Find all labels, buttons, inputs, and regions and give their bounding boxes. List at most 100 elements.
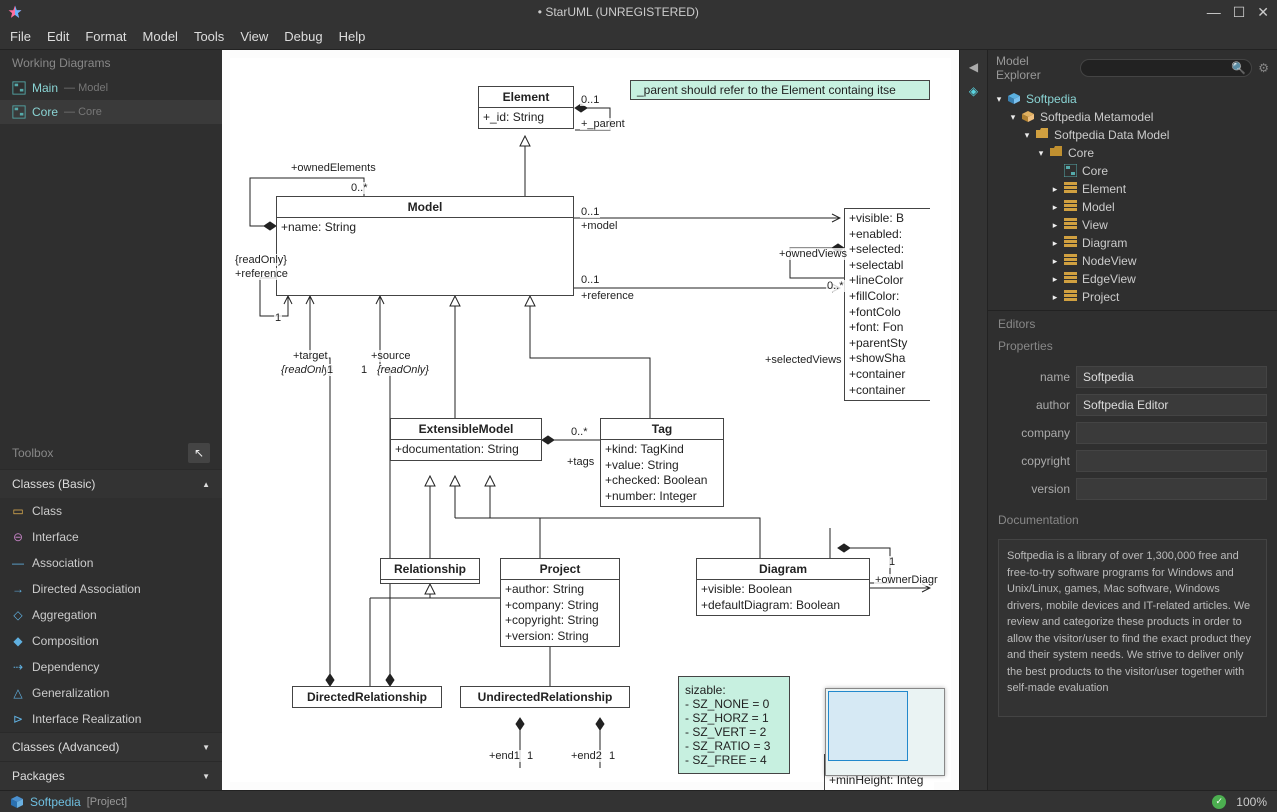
tree-twisty-icon[interactable]: ▸ xyxy=(1050,184,1060,195)
tool-item[interactable]: ▭Class xyxy=(0,498,222,524)
tool-item[interactable]: —Association xyxy=(0,550,222,576)
tree-twisty-icon[interactable]: ▸ xyxy=(1050,274,1060,285)
status-crumb-project[interactable]: Softpedia xyxy=(30,795,81,809)
uml-class-directed-relationship[interactable]: DirectedRelationship xyxy=(292,686,442,708)
tool-icon: ▭ xyxy=(12,504,24,518)
uml-label: +selectedViews xyxy=(764,354,843,366)
menu-format[interactable]: Format xyxy=(85,29,126,44)
menu-view[interactable]: View xyxy=(240,29,268,44)
property-value-input[interactable] xyxy=(1076,422,1267,444)
property-value-input[interactable] xyxy=(1076,394,1267,416)
minimize-button[interactable]: ― xyxy=(1207,5,1221,19)
explorer-settings-button[interactable]: ⚙ xyxy=(1258,61,1269,75)
tree-item[interactable]: ▸Project xyxy=(994,288,1271,306)
tree-twisty-icon[interactable]: ▾ xyxy=(994,94,1004,105)
uml-title: Relationship xyxy=(381,559,479,579)
uml-class-element[interactable]: Element +_id: String xyxy=(478,86,574,129)
tool-item[interactable]: → Directed Association xyxy=(0,576,222,602)
tool-item[interactable]: ⇢Dependency xyxy=(0,654,222,680)
tool-section-label: Packages xyxy=(12,769,65,783)
uml-label: {readOnly} xyxy=(234,254,288,266)
uml-mult: 1 xyxy=(608,750,616,762)
tree-item[interactable]: ▸EdgeView xyxy=(994,270,1271,288)
documentation-text[interactable]: Softpedia is a library of over 1,300,000… xyxy=(998,539,1267,717)
tree-twisty-icon[interactable]: ▸ xyxy=(1050,220,1060,231)
wd-suffix: — Model xyxy=(64,82,108,94)
tool-section-classes-basic[interactable]: Classes (Basic) ▲ xyxy=(0,469,222,498)
tree-item[interactable]: ▾ Softpedia Data Model xyxy=(994,126,1271,144)
tree-item[interactable]: ▸NodeView xyxy=(994,252,1271,270)
uml-class-diagram[interactable]: Diagram +visible: Boolean +defaultDiagra… xyxy=(696,558,870,616)
tool-label: Composition xyxy=(32,634,99,648)
tool-item[interactable]: ⊖Interface xyxy=(0,524,222,550)
tool-label: Directed Association xyxy=(32,582,141,596)
working-diagram-main[interactable]: Main — Model xyxy=(0,76,222,100)
uml-class-undirected-relationship[interactable]: UndirectedRelationship xyxy=(460,686,630,708)
tree-item[interactable]: ▸Model xyxy=(994,198,1271,216)
tree-label: Softpedia Data Model xyxy=(1054,128,1169,142)
close-button[interactable]: ✕ xyxy=(1257,5,1269,19)
tool-item[interactable]: ⊳Interface Realization xyxy=(0,706,222,732)
tool-icon: ◇ xyxy=(12,608,24,622)
uml-class-extensible-model[interactable]: ExtensibleModel +documentation: String xyxy=(390,418,542,461)
tree-twisty-icon[interactable]: ▸ xyxy=(1050,238,1060,249)
menu-tools[interactable]: Tools xyxy=(194,29,224,44)
maximize-button[interactable]: ☐ xyxy=(1233,5,1246,19)
target-icon[interactable]: ◈ xyxy=(969,84,978,98)
property-key: company xyxy=(998,426,1070,440)
tool-item[interactable]: △Generalization xyxy=(0,680,222,706)
tree-item[interactable]: Core xyxy=(994,162,1271,180)
diagram-canvas[interactable]: Element +_id: String Model +name: String… xyxy=(222,50,959,790)
minimap[interactable] xyxy=(825,688,945,776)
uml-label: {readOnly} xyxy=(376,364,430,376)
uml-class-view-partial[interactable]: +visible: B+enabled:+selected:+selectabl… xyxy=(844,208,930,401)
tree-twisty-icon[interactable]: ▾ xyxy=(1008,112,1018,123)
uml-title: Project xyxy=(501,559,619,580)
menu-model[interactable]: Model xyxy=(143,29,178,44)
uml-class-relationship[interactable]: Relationship xyxy=(380,558,480,584)
tree-item[interactable]: ▾Core xyxy=(994,144,1271,162)
tree-item[interactable]: ▾Softpedia xyxy=(994,90,1271,108)
tool-section-classes-advanced[interactable]: Classes (Advanced) ▼ xyxy=(0,732,222,761)
model-explorer-title: Model Explorer xyxy=(996,54,1074,82)
property-value-input[interactable] xyxy=(1076,450,1267,472)
working-diagram-core[interactable]: Core — Core xyxy=(0,100,222,124)
uml-label: +_parent xyxy=(580,118,626,130)
minimap-viewport[interactable] xyxy=(828,691,908,761)
explorer-search-input[interactable] xyxy=(1080,59,1252,77)
uml-note-sizable[interactable]: sizable: - SZ_NONE = 0 - SZ_HORZ = 1 - S… xyxy=(678,676,790,774)
tree-item[interactable]: ▸Diagram xyxy=(994,234,1271,252)
back-icon[interactable]: ◀ xyxy=(969,60,978,74)
tree-label: Element xyxy=(1082,182,1126,196)
uml-class-project[interactable]: Project +author: String +company: String… xyxy=(500,558,620,647)
property-value-input[interactable] xyxy=(1076,366,1267,388)
menu-edit[interactable]: Edit xyxy=(47,29,69,44)
tree-item[interactable]: ▾Softpedia Metamodel xyxy=(994,108,1271,126)
uml-class-model[interactable]: Model +name: String xyxy=(276,196,574,296)
app-logo-icon xyxy=(8,5,22,19)
uml-title: DirectedRelationship xyxy=(293,687,441,707)
wd-name: Main xyxy=(32,81,58,95)
uml-class-tag[interactable]: Tag +kind: TagKind +value: String +check… xyxy=(600,418,724,507)
tree-twisty-icon[interactable]: ▾ xyxy=(1036,148,1046,159)
tree-item[interactable]: ▸View xyxy=(994,216,1271,234)
uml-label: +end2 xyxy=(570,750,603,762)
tree-item[interactable]: ▸ Element xyxy=(994,180,1271,198)
tree-twisty-icon[interactable]: ▾ xyxy=(1022,130,1032,141)
pointer-tool-button[interactable]: ↖ xyxy=(188,443,210,463)
tool-item[interactable]: ◇Aggregation xyxy=(0,602,222,628)
tool-section-packages[interactable]: Packages ▼ xyxy=(0,761,222,790)
menu-debug[interactable]: Debug xyxy=(284,29,322,44)
menu-help[interactable]: Help xyxy=(339,29,366,44)
menu-file[interactable]: File xyxy=(10,29,31,44)
tree-twisty-icon[interactable]: ▸ xyxy=(1050,202,1060,213)
uml-label: +ownedElements xyxy=(290,162,377,174)
tree-twisty-icon[interactable]: ▸ xyxy=(1050,256,1060,267)
tree-twisty-icon[interactable]: ▸ xyxy=(1050,292,1060,303)
property-value-input[interactable] xyxy=(1076,478,1267,500)
uml-note-parent[interactable]: _parent should refer to the Element cont… xyxy=(630,80,930,100)
uml-mult: 1 xyxy=(360,364,368,376)
zoom-level[interactable]: 100% xyxy=(1236,795,1267,809)
tool-item[interactable]: ◆Composition xyxy=(0,628,222,654)
tool-icon: → xyxy=(12,582,24,596)
